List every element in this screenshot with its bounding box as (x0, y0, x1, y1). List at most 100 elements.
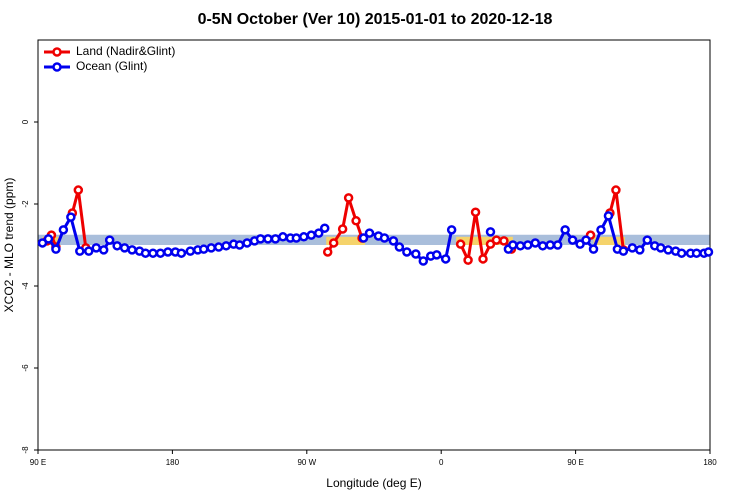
y-tick-label: -6 (21, 364, 30, 372)
series-point (642, 235, 653, 245)
series-point (163, 247, 173, 257)
series-point (328, 238, 339, 248)
series-point (155, 248, 166, 258)
series-point (402, 247, 412, 257)
series-point (515, 241, 526, 251)
plot-frame (37, 39, 711, 451)
legend-label: Ocean (Glint) (76, 59, 147, 73)
band (38, 234, 710, 245)
series-point (364, 228, 375, 238)
series-point (499, 236, 509, 246)
legend-marker (52, 47, 62, 57)
series-point (596, 225, 606, 235)
series-point (148, 248, 158, 258)
series-point (663, 245, 673, 255)
series-point (112, 241, 122, 251)
series-point (140, 248, 151, 258)
series-point (537, 241, 548, 251)
series-point (322, 247, 333, 257)
series-point (351, 216, 361, 226)
legend-marker (52, 62, 62, 72)
chart-title: 0-5N October (Ver 10) 2015-01-01 to 2020… (198, 11, 553, 28)
series-point (185, 246, 196, 256)
series-point (655, 243, 666, 253)
series-point (337, 224, 348, 234)
series-point (478, 254, 488, 264)
series-point (51, 244, 61, 254)
series-point (358, 233, 369, 243)
series-point (84, 246, 94, 256)
series-point (418, 256, 429, 266)
series-point (485, 239, 496, 249)
series-point (306, 230, 317, 240)
series-point (491, 235, 502, 245)
series-point (394, 242, 405, 252)
y-tick-label: -4 (21, 282, 30, 290)
series-point (98, 245, 109, 255)
series-point (388, 236, 399, 246)
series-point (446, 225, 457, 235)
x-tick-label: 90 E (30, 458, 46, 467)
series-point (676, 248, 687, 258)
series-point (234, 240, 245, 250)
series-point (255, 234, 266, 244)
series-point (213, 242, 224, 252)
y-tick-label: 0 (21, 119, 30, 124)
series-point (263, 234, 273, 244)
series-point (43, 234, 54, 244)
x-tick-label: 90 E (567, 458, 583, 467)
series-point (560, 225, 570, 235)
series-point (199, 244, 209, 254)
series-point (567, 235, 578, 245)
series-point (581, 235, 591, 245)
series-point (552, 240, 563, 250)
legend-label: Land (Nadir&Glint) (76, 44, 175, 58)
series-point (588, 244, 599, 254)
band (593, 236, 625, 245)
series-point (440, 254, 451, 264)
band (456, 236, 513, 245)
series-point (313, 228, 324, 238)
series-point (470, 207, 481, 217)
series-point (618, 246, 629, 256)
series-point (270, 234, 281, 244)
series-point (291, 233, 302, 243)
series-point (66, 212, 76, 222)
series-point (119, 243, 130, 253)
series-point (603, 211, 614, 221)
series-point (635, 245, 645, 255)
series-point (411, 249, 421, 259)
series-point (575, 239, 585, 249)
series-point (431, 250, 442, 260)
x-tick-label: 180 (703, 458, 717, 467)
series-point (37, 238, 48, 248)
x-tick-label: 180 (166, 458, 180, 467)
x-axis-label: Longitude (deg E) (326, 476, 421, 490)
series-point (278, 232, 288, 242)
series-point (127, 245, 137, 255)
series-point (206, 243, 216, 253)
series-point (523, 240, 533, 250)
series-point (58, 225, 69, 235)
x-tick-label: 90 W (297, 458, 316, 467)
series-point (455, 239, 466, 249)
series-point (299, 232, 309, 242)
series-point (343, 193, 354, 203)
series-point (627, 243, 638, 253)
series-point (73, 185, 84, 195)
series-point (221, 241, 231, 251)
series-point (508, 240, 518, 250)
series-point (485, 227, 496, 237)
series-point (104, 235, 115, 245)
series-point (703, 247, 714, 257)
x-tick-label: 0 (439, 458, 444, 467)
series-point (319, 223, 330, 233)
y-axis-label: XCO2 - MLO trend (ppm) (2, 178, 16, 313)
series-point (176, 248, 187, 258)
series-point (91, 243, 101, 253)
series-point (545, 240, 555, 250)
y-tick-label: -8 (21, 446, 30, 454)
series-point (691, 248, 702, 258)
series-point (379, 233, 390, 243)
series-point (242, 238, 252, 248)
